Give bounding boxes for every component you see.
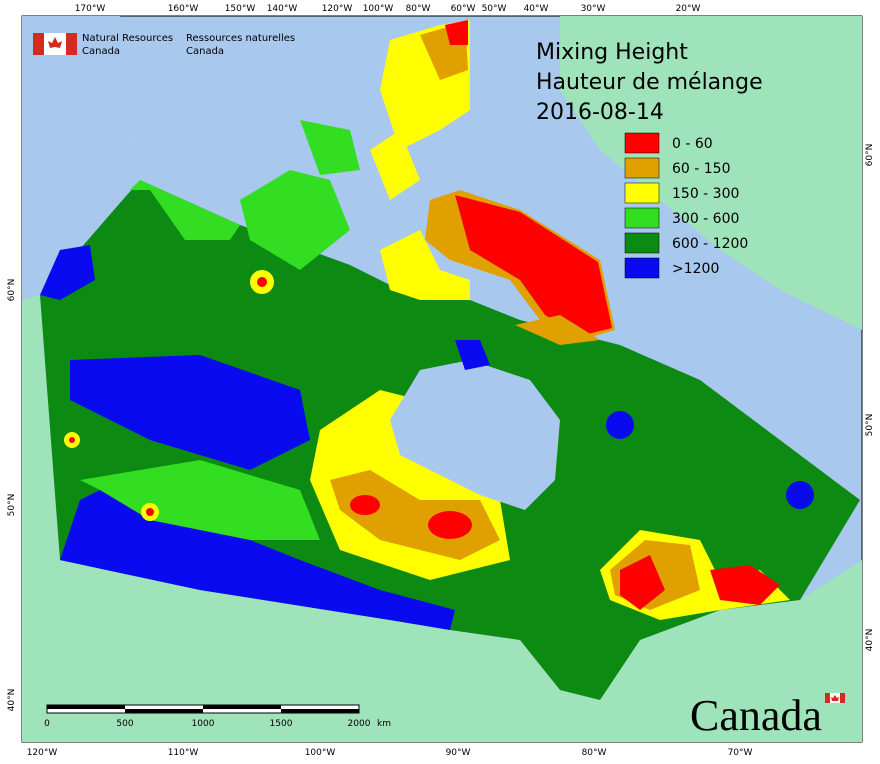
lon-label: 170°W [75, 4, 106, 14]
legend-swatch [624, 232, 660, 254]
wordmark-flag [825, 693, 845, 703]
island [445, 20, 468, 45]
wordmark: Canada [690, 691, 822, 740]
lon-label: 100°W [363, 4, 394, 14]
lon-label: 80°W [582, 748, 607, 758]
lat-label: 50°N [865, 414, 875, 437]
graticule-labels: 170°W 160°W 150°W 140°W 120°W 100°W 80°W… [7, 4, 875, 758]
legend-label: 60 - 150 [672, 161, 731, 177]
lon-label: 120°W [27, 748, 58, 758]
zone [70, 355, 310, 470]
agency-en: Natural Resources [82, 33, 173, 44]
island [300, 120, 360, 175]
scale-label: 1000 [192, 719, 215, 729]
scale-label: 500 [116, 719, 133, 729]
lon-label: 120°W [322, 4, 353, 14]
nrcan-logo [33, 33, 77, 55]
zone [350, 495, 380, 515]
lon-label: 20°W [676, 4, 701, 14]
lon-label: 70°W [728, 748, 753, 758]
lon-label: 160°W [168, 4, 199, 14]
zone [257, 277, 267, 287]
zone [620, 555, 665, 610]
legend-swatch [624, 257, 660, 279]
legend-label: 150 - 300 [672, 186, 739, 202]
agency-fr: Canada [186, 46, 224, 57]
hudson-bay [390, 360, 560, 510]
zone [60, 490, 455, 630]
lon-label: 100°W [305, 748, 336, 758]
lon-label: 110°W [168, 748, 199, 758]
title: Hauteur de mélange [536, 70, 763, 95]
zone [69, 437, 75, 443]
legend-swatch [624, 157, 660, 179]
legend-swatch [624, 207, 660, 229]
island [515, 315, 600, 345]
lat-label: 50°N [7, 494, 17, 517]
scale-bar: 0 500 1000 1500 2000 km [44, 704, 391, 729]
lon-label: 40°W [524, 4, 549, 14]
legend-swatch [624, 132, 660, 154]
lon-label: 150°W [225, 4, 256, 14]
zone [710, 565, 780, 605]
island [455, 340, 490, 370]
scale-label: 1500 [270, 719, 293, 729]
agency-fr: Ressources naturelles [186, 33, 295, 44]
legend-label: 600 - 1200 [672, 236, 748, 252]
lon-label: 30°W [581, 4, 606, 14]
agency-en: Canada [82, 46, 120, 57]
zone [40, 245, 95, 300]
lon-label: 90°W [446, 748, 471, 758]
lon-label: 50°W [482, 4, 507, 14]
zone [428, 511, 472, 539]
scale-unit: km [377, 719, 391, 729]
greenland [560, 16, 862, 330]
lat-label: 40°N [865, 629, 875, 652]
legend-label: 300 - 600 [672, 211, 739, 227]
legend-swatch [624, 182, 660, 204]
island [380, 230, 470, 300]
zone [606, 411, 634, 439]
zone [786, 481, 814, 509]
lat-label: 40°N [7, 689, 17, 712]
legend-label: >1200 [672, 261, 719, 277]
lon-label: 80°W [406, 4, 431, 14]
legend: 0 - 60 60 - 150 150 - 300 300 - 600 600 - 12… [624, 132, 748, 279]
title: Mixing Height [536, 40, 688, 65]
island [370, 130, 420, 200]
island [455, 195, 612, 336]
lon-label: 140°W [267, 4, 298, 14]
zone [146, 508, 154, 516]
scale-label: 2000 [348, 719, 371, 729]
date: 2016-08-14 [536, 100, 664, 125]
lat-label: 60°N [865, 144, 875, 167]
lat-label: 60°N [7, 279, 17, 302]
scale-label: 0 [44, 719, 50, 729]
ocean [22, 16, 140, 300]
zone [130, 180, 240, 240]
zone [80, 460, 320, 540]
island [240, 170, 350, 270]
lon-label: 60°W [451, 4, 476, 14]
legend-label: 0 - 60 [672, 136, 713, 152]
